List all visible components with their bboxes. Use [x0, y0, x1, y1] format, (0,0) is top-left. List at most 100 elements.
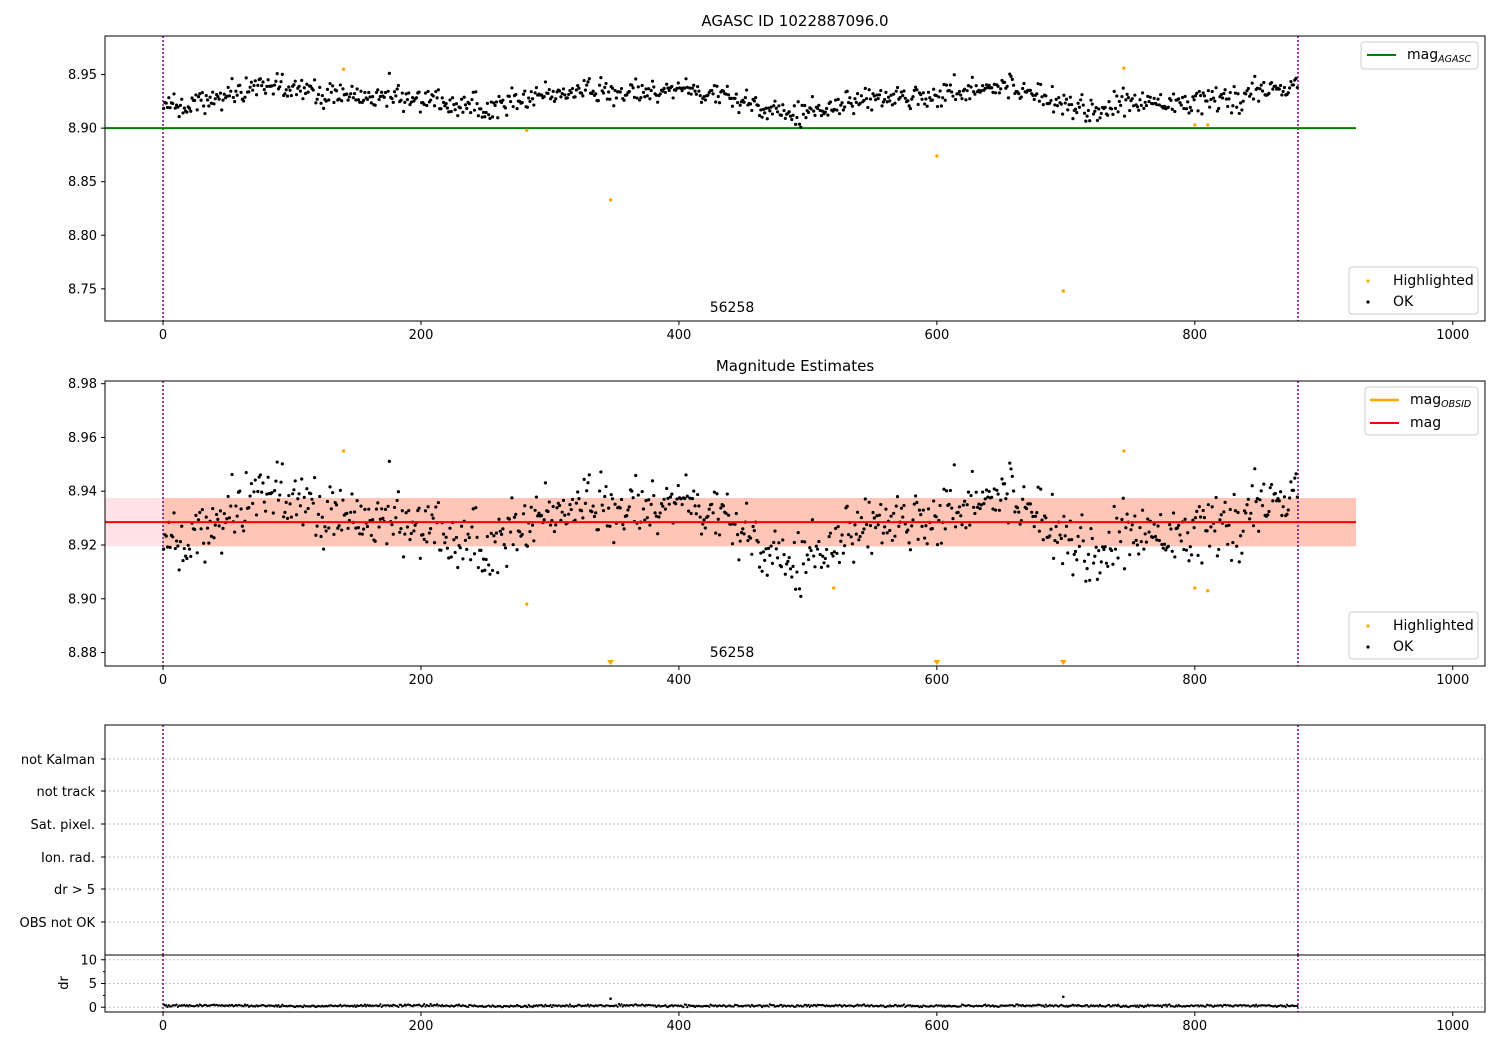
agasc-ok-point	[462, 95, 466, 99]
mag-estimates-ok-point	[875, 514, 879, 518]
mag-estimates-ok-point	[1188, 545, 1192, 549]
agasc-ok-point	[688, 86, 692, 90]
agasc-ok-point	[889, 93, 893, 97]
agasc-ok-point	[441, 100, 446, 104]
mag-estimates-ok-point	[982, 502, 986, 506]
mag-estimates-ok-point	[729, 522, 733, 526]
dr-xtick-label: 600	[924, 1019, 949, 1034]
agasc-ok-point	[539, 93, 544, 97]
mag-estimates-ok-point	[323, 525, 327, 529]
agasc-xtick-label: 1000	[1436, 328, 1469, 343]
agasc-ok-point	[947, 88, 951, 93]
mag-estimates-ok-point	[1175, 526, 1180, 530]
agasc-ok-point	[1089, 98, 1093, 102]
mag-estimates-ok-point	[216, 517, 220, 521]
mag-estimates-ok-point	[1155, 538, 1159, 542]
agasc-ok-point	[763, 111, 767, 115]
dr-point	[902, 1003, 906, 1006]
agasc-ok-point	[853, 97, 857, 101]
agasc-legend-bottom-box	[1348, 266, 1479, 315]
mag-estimates-ok-point	[736, 533, 740, 537]
mag-estimates-ok-point	[1246, 497, 1250, 501]
mag-estimates-ok-point	[461, 557, 465, 561]
mag-estimates-ok-point	[417, 506, 421, 510]
agasc-plot-area	[105, 36, 1485, 321]
mag-estimates-ok-point	[979, 503, 983, 507]
agasc-ok-point	[431, 94, 435, 98]
agasc-ok-point	[987, 83, 991, 87]
mag-estimates-ok-point	[1235, 544, 1239, 548]
agasc-ok-point	[803, 103, 807, 108]
mag-estimates-ok-point	[741, 527, 745, 531]
mag-estimates-ok-point	[1044, 516, 1048, 520]
mag-estimates-ok-point	[857, 538, 861, 542]
agasc-ok-point	[1144, 103, 1149, 108]
agasc-ok-point	[979, 89, 983, 93]
mag-estimates-ok-point	[1009, 467, 1013, 471]
agasc-ytick-label: 8.75	[68, 282, 97, 297]
dr-outlier-point	[1061, 995, 1065, 999]
agasc-ok-point	[1019, 95, 1023, 99]
mag-estimates-ok-point	[1012, 489, 1016, 493]
mag-estimates-ok-point	[939, 541, 943, 545]
agasc-ok-point	[394, 94, 398, 98]
mag-estimates-ok-point	[220, 551, 224, 555]
mag-estimates-ok-point	[263, 509, 268, 513]
mag-estimates-ok-point	[1282, 495, 1287, 499]
mag-estimates-ok-point	[371, 518, 375, 522]
agasc-ok-point	[634, 77, 638, 81]
agasc-ok-point	[1068, 95, 1072, 99]
mag-estimates-ok-point	[846, 532, 851, 537]
mag-estimates-ok-point	[1066, 551, 1070, 555]
mag-estimates-ok-point	[693, 504, 697, 508]
mag-estimates-ok-point	[493, 540, 497, 544]
dr-point	[175, 1003, 178, 1006]
mag-estimates-ok-point	[262, 500, 266, 504]
agasc-ok-point	[608, 97, 612, 101]
agasc-ok-point	[605, 97, 609, 101]
dr-point	[339, 1003, 342, 1006]
agasc-ok-point	[1171, 92, 1176, 96]
agasc-ok-point	[386, 89, 390, 93]
mag-estimates-ok-point	[1241, 529, 1245, 533]
dr-point	[531, 1006, 534, 1009]
agasc-ok-point	[229, 89, 233, 93]
agasc-ok-point	[1115, 94, 1119, 98]
agasc-ok-point	[1002, 80, 1007, 84]
agasc-ok-point	[489, 100, 493, 104]
mag-estimates-ok-point	[320, 515, 324, 519]
agasc-ok-point	[266, 78, 270, 82]
agasc-ok-point	[996, 84, 1000, 89]
agasc-ok-point	[613, 88, 617, 93]
agasc-ok-point	[970, 75, 974, 79]
agasc-ok-point	[274, 79, 278, 83]
mag-estimates-ok-point	[476, 565, 480, 570]
mag-estimates-highlighted-point	[1193, 586, 1197, 590]
agasc-ok-point	[923, 102, 927, 106]
agasc-ok-point	[554, 97, 558, 101]
mag-estimates-ok-point	[670, 492, 674, 496]
mag-estimates-ok-point	[1018, 522, 1022, 526]
mag-estimates-ok-point	[510, 496, 514, 500]
agasc-ok-point	[1177, 97, 1181, 101]
mag-estimates-ok-point	[412, 529, 416, 533]
dr-point	[390, 1005, 394, 1008]
mag-estimates-ok-point	[521, 512, 526, 516]
mag-estimates-ok-point	[214, 512, 219, 517]
mag-estimates-legend-label-mag-obsid: mag	[1410, 392, 1441, 408]
mag-estimates-ok-point	[1231, 540, 1235, 545]
agasc-ok-point	[965, 89, 969, 93]
mag-estimates-ok-point	[240, 524, 244, 528]
agasc-ok-point	[200, 91, 204, 95]
mag-estimates-ok-point	[951, 516, 955, 521]
mag-estimates-ok-point	[598, 489, 602, 493]
mag-estimates-ok-point	[1010, 474, 1014, 478]
mag-estimates-ok-point	[935, 542, 940, 547]
agasc-ok-point	[1119, 103, 1123, 107]
dr-point	[246, 1003, 249, 1007]
mag-estimates-ok-point	[622, 527, 626, 531]
mag-estimates-ok-point	[340, 528, 344, 532]
mag-estimates-ok-point	[244, 470, 248, 475]
mag-estimates-ok-point	[921, 508, 925, 512]
agasc-ok-point	[1209, 97, 1213, 102]
